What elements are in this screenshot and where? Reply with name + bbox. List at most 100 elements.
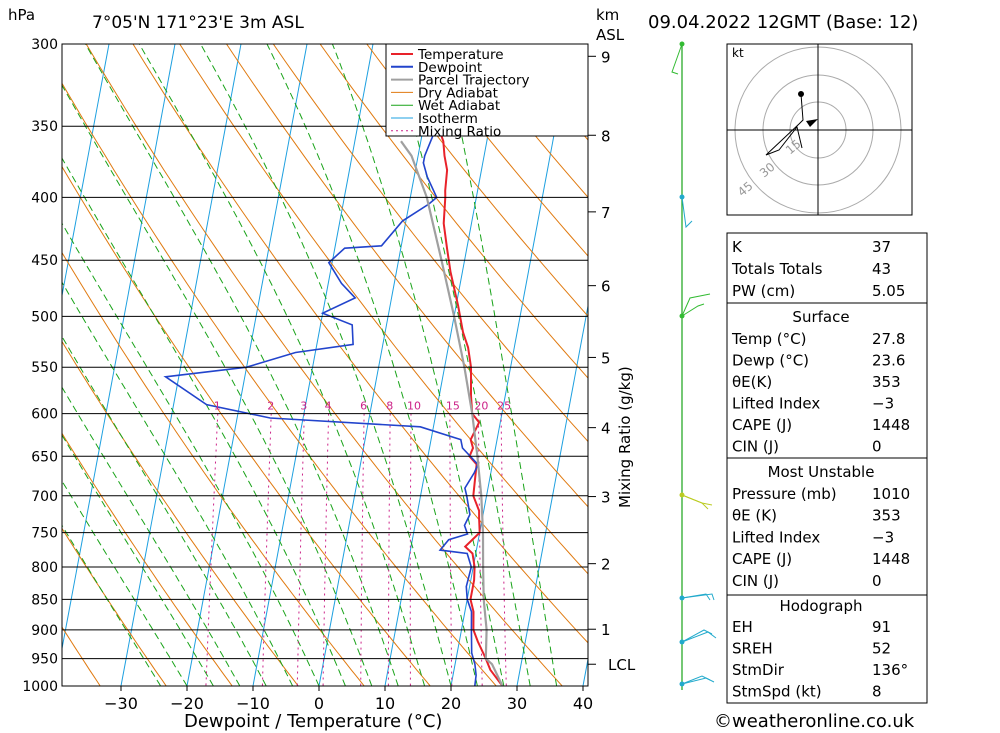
- index-value: 43: [872, 260, 891, 278]
- km-tick-label: 5: [601, 349, 611, 367]
- pressure-tick-label: 600: [31, 407, 58, 423]
- hodograph-index-value: 136°: [872, 661, 908, 679]
- index-label: PW (cm): [732, 282, 795, 300]
- isotherm-line: [318, 44, 440, 686]
- legend-box: [385, 43, 589, 137]
- km-tick-label: 4: [601, 420, 611, 438]
- pressure-tick-label: 700: [31, 489, 58, 505]
- dry-adiabat-line: [85, 44, 563, 686]
- pressure-tick-label: 300: [31, 37, 58, 53]
- isotherm-line: [62, 44, 176, 652]
- hodograph-index-label: EH: [732, 618, 753, 636]
- wet-adiabat-line: [331, 44, 505, 686]
- mixing-ratio-label: 1: [214, 400, 221, 413]
- wet-adiabat-line: [62, 524, 162, 686]
- mixing-ratio-line: [205, 413, 219, 686]
- hodograph-unit: kt: [732, 46, 744, 60]
- pressure-tick-label: 850: [31, 592, 58, 608]
- wind-barb: [681, 494, 709, 510]
- x-tick-label: 10: [375, 694, 395, 713]
- mixing-ratio-line: [261, 413, 272, 686]
- pressure-tick-label: 1000: [22, 679, 58, 695]
- index-label: Totals Totals: [731, 260, 823, 278]
- pressure-tick-label: 950: [31, 652, 58, 668]
- date-title: 09.04.2022 12GMT (Base: 12): [648, 12, 918, 33]
- x-tick-label: 20: [441, 694, 461, 713]
- wind-barb: [681, 675, 711, 685]
- hodograph-index-value: 8: [872, 683, 882, 701]
- mixing-ratio-label: 8: [386, 400, 393, 413]
- height-unit-label: km: [596, 6, 619, 24]
- wet-adiabat-line: [200, 44, 452, 686]
- pressure-tick-label: 750: [31, 526, 58, 542]
- dry-adiabat-line: [413, 44, 588, 257]
- km-tick-label: 6: [601, 278, 611, 296]
- index-tables: K 37 Totals Totals 43 PW (cm) 5.05 Surface Temp…: [726, 232, 928, 704]
- surface-box: [726, 302, 928, 459]
- plot-frame: [61, 43, 589, 687]
- legend-label: Parcel Trajectory: [418, 73, 530, 89]
- wet-adiabat-line: [62, 480, 188, 686]
- dry-adiabat-line: [62, 82, 497, 686]
- surface-value: −3: [872, 395, 894, 413]
- surface-label: Lifted Index: [732, 395, 820, 413]
- mixing-ratio-label: 6: [360, 400, 367, 413]
- surface-label: CIN (J): [732, 438, 779, 456]
- x-tick-label: 40: [573, 694, 593, 713]
- wind-barb: [681, 677, 715, 685]
- mixing-ratio-line: [296, 413, 305, 686]
- wind-barb: [681, 196, 693, 229]
- x-tick-label: 30: [507, 694, 527, 713]
- dry-adiabat-line: [62, 165, 431, 686]
- dewpoint-line: [163, 44, 479, 686]
- legend-label: Mixing Ratio: [418, 124, 501, 140]
- pressure-tick-label: 550: [31, 360, 58, 376]
- wet-adiabat-line: [391, 44, 531, 686]
- lcl-label: LCL: [608, 656, 636, 674]
- most-unstable-label: Lifted Index: [732, 528, 820, 546]
- mixing-ratio-line: [449, 413, 453, 686]
- most-unstable-value: 1448: [872, 550, 910, 568]
- plot-axes: 3003504004505005506006507007508008509009…: [22, 37, 635, 713]
- km-tick-label: 9: [601, 48, 611, 66]
- dry-adiabat-line: [62, 527, 167, 686]
- hodograph-index-value: 52: [872, 640, 891, 658]
- dry-adiabat-line: [366, 44, 588, 317]
- x-tick-label: −10: [236, 694, 270, 713]
- wet-adiabat-line: [138, 44, 426, 686]
- km-tick-label: 7: [601, 204, 611, 222]
- hodograph-start-dot: [798, 91, 804, 97]
- pressure-unit-label: hPa: [8, 6, 35, 24]
- km-tick-label: 3: [601, 489, 611, 507]
- isotherm-line: [384, 44, 506, 686]
- pressure-tick-label: 500: [31, 309, 58, 325]
- indices-box: [726, 232, 928, 304]
- hodograph-index-value: 91: [872, 618, 891, 636]
- legend-label: Dewpoint: [418, 60, 482, 76]
- surface-label: Dewp (°C): [732, 352, 809, 370]
- x-tick-label: 0: [314, 694, 324, 713]
- hodograph-index-label: StmDir: [732, 661, 785, 679]
- mixing-ratio-line: [409, 413, 412, 686]
- most-unstable-value: 353: [872, 507, 901, 525]
- surface-label: Temp (°C): [731, 330, 806, 348]
- surface-value: 23.6: [872, 352, 905, 370]
- dry-adiabat-line: [226, 44, 588, 508]
- wind-barb: [681, 629, 713, 643]
- storm-motion-marker: [806, 119, 818, 127]
- location-title: 7°05'N 171°23'E 3m ASL: [92, 13, 304, 33]
- surface-value: 353: [872, 373, 901, 391]
- legend-label: Wet Adiabat: [418, 98, 500, 114]
- most-unstable-label: Pressure (mb): [732, 485, 837, 503]
- surface-value: 0: [872, 438, 882, 456]
- isotherm-line: [252, 44, 374, 686]
- credit-link[interactable]: ©weatheronline.co.uk: [714, 711, 915, 732]
- wind-barb: [681, 303, 705, 317]
- sounding-lines: [163, 44, 504, 686]
- mixing-ratio-label: 10: [407, 400, 421, 413]
- wind-barb: [681, 293, 711, 317]
- most-unstable-value: 0: [872, 572, 882, 590]
- wet-adiabat-line: [62, 84, 373, 686]
